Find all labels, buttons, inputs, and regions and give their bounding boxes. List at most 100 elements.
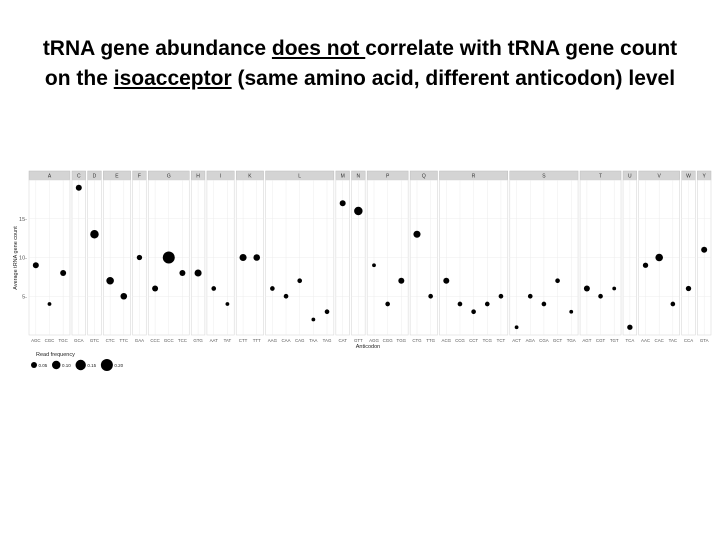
x-tick-label: AAT — [210, 338, 219, 343]
data-point-CCA — [685, 285, 692, 292]
facet-A: A AGC CGC TGC — [28, 170, 71, 343]
facet-H: H GTG — [190, 170, 206, 343]
data-point-AAC — [642, 262, 649, 268]
x-tick-label: CTC — [106, 338, 115, 343]
x-tick-label: AGC — [31, 338, 41, 343]
x-tick-label: AAC — [641, 338, 650, 343]
data-point-TAA — [311, 317, 316, 322]
facet-Q: Q CTG TTG — [409, 170, 438, 343]
x-tick-label: CGC — [45, 338, 55, 343]
facet-S: S ACT AGA CGA GCT TGA — [509, 170, 579, 343]
data-point-AGG — [372, 263, 376, 268]
data-point-TCA — [627, 324, 633, 330]
facet-label: U — [628, 174, 632, 180]
facet-label: Y — [702, 174, 706, 180]
legend-label: 0.05 — [39, 363, 48, 368]
x-tick-label: TAC — [669, 338, 677, 343]
facet-I: I AAT TAT — [206, 170, 235, 343]
legend-key-circle — [75, 359, 86, 371]
x-axis-title: Anticodon — [356, 344, 380, 350]
data-point-CAC — [655, 253, 663, 262]
data-point-TGT — [612, 286, 617, 291]
x-tick-label: TCG — [483, 338, 493, 343]
x-tick-label: CAG — [295, 338, 305, 343]
facet-label: G — [167, 174, 171, 180]
x-tick-label: CGA — [539, 338, 549, 343]
y-axis-title: Average tRNA gene count — [13, 226, 19, 290]
facet-label: H — [196, 174, 200, 180]
x-tick-label: CGG — [383, 338, 394, 343]
data-point-TTT — [253, 254, 261, 261]
facet-label: W — [686, 174, 691, 180]
x-tick-label: TGC — [59, 338, 68, 343]
data-point-TTG — [428, 293, 433, 299]
facet-label: V — [658, 174, 662, 180]
x-tick-label: TTG — [426, 338, 435, 343]
data-point-CTT — [239, 253, 247, 262]
title-emphasis-isoacceptor: isoacceptor — [113, 67, 232, 90]
y-tick-label: 5- — [22, 294, 27, 300]
data-point-TCC — [179, 270, 186, 276]
facet-Y: Y GTA — [697, 170, 712, 343]
data-point-TGC — [60, 270, 67, 276]
facet-label: T — [599, 174, 602, 180]
x-tick-label: CAC — [655, 338, 664, 343]
x-tick-label: TTT — [253, 338, 261, 343]
title-part-2: correlate with tRNA gene count on the — [44, 37, 678, 90]
facet-label: C — [77, 174, 81, 180]
x-tick-label: CGT — [596, 338, 606, 343]
slide-title: tRNA gene abundance does not correlate w… — [40, 34, 680, 94]
legend-title: Read frequency — [36, 352, 75, 358]
x-tick-label: GTC — [90, 338, 99, 343]
data-point-GTT — [354, 206, 363, 216]
data-point-CGC — [47, 302, 52, 306]
facet-label: N — [357, 174, 361, 180]
title-part-1: tRNA gene abundance — [42, 37, 272, 60]
x-tick-label: CCT — [469, 338, 478, 343]
legend-key-circle — [100, 359, 113, 371]
x-tick-label: TCA — [625, 338, 634, 343]
data-point-TCT — [498, 293, 504, 299]
facet-F: F GAA — [132, 170, 147, 343]
data-point-AGA — [527, 293, 533, 299]
facet-T: T AGT CGT TGT — [579, 170, 622, 343]
facet-label: D — [93, 174, 97, 180]
x-tick-label: ACG — [442, 338, 452, 343]
legend-label: 0.15 — [87, 363, 96, 368]
data-point-TGG — [398, 277, 405, 284]
x-tick-label: CAT — [338, 338, 347, 343]
data-point-TGA — [569, 309, 574, 314]
data-point-CCT — [471, 309, 476, 315]
x-tick-label: TGA — [567, 338, 576, 343]
x-tick-label: TGT — [610, 338, 619, 343]
data-point-GCT — [555, 278, 560, 284]
facet-N: N GTT — [351, 170, 366, 343]
data-point-GCC — [162, 251, 175, 264]
data-point-CAG — [297, 278, 303, 284]
x-tick-label: CTT — [239, 338, 248, 343]
x-tick-label: GTT — [354, 338, 363, 343]
data-point-CAA — [283, 293, 289, 299]
facet-R: R ACG CCG CCT TCG TCT — [439, 170, 509, 343]
x-tick-label: AGG — [369, 338, 379, 343]
facet-V: V AAC CAC TAC — [638, 170, 680, 343]
facet-K: K CTT TTT — [235, 170, 264, 343]
data-point-TAT — [225, 302, 230, 306]
facet-M: M CAT — [335, 170, 350, 343]
title-part-3: (same amino acid, different anticodon) l… — [231, 67, 676, 90]
legend-label: 0.10 — [62, 363, 71, 368]
data-point-AAT — [211, 286, 217, 291]
facet-label: P — [386, 174, 390, 180]
x-tick-label: GCT — [553, 338, 563, 343]
data-point-CCC — [152, 285, 159, 292]
x-tick-label: ACT — [512, 338, 521, 343]
x-tick-label: TCC — [178, 338, 187, 343]
facet-G: G CCC GCC TCC — [147, 170, 190, 343]
x-tick-label: CAA — [282, 338, 291, 343]
x-tick-label: TTC — [120, 338, 129, 343]
y-tick-label: 15- — [19, 217, 27, 223]
x-tick-label: AGT — [582, 338, 591, 343]
x-tick-label: TAT — [224, 338, 232, 343]
